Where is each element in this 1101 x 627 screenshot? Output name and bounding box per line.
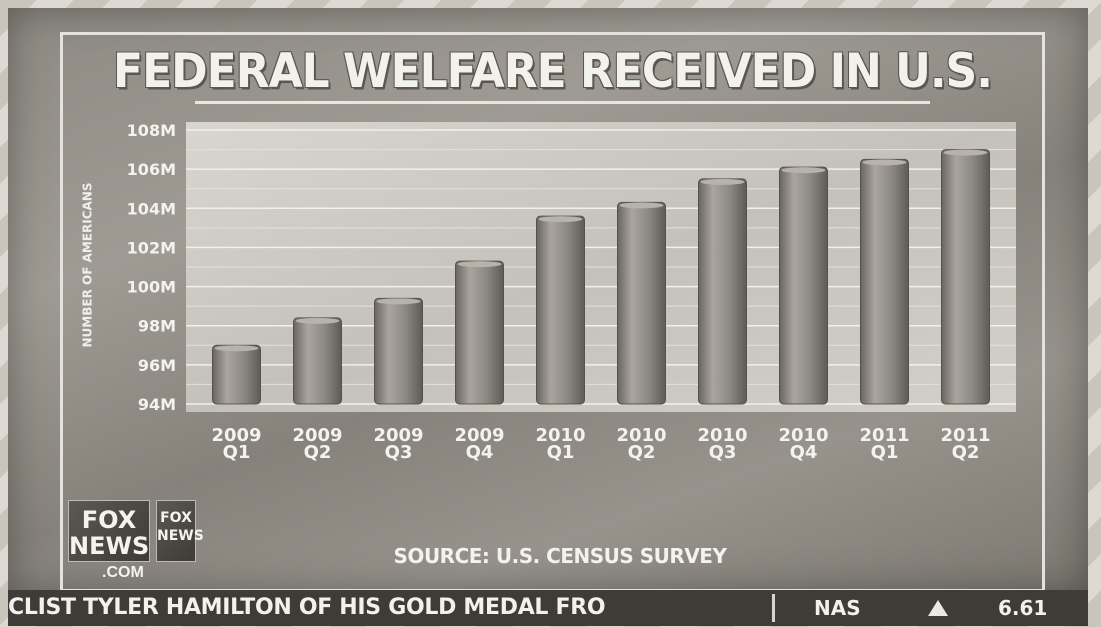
bar xyxy=(860,158,909,405)
bar-cap xyxy=(781,167,826,174)
y-tick-label: 104M xyxy=(127,199,176,218)
x-tick-year: 2010 xyxy=(616,425,666,446)
x-tick-year: 2009 xyxy=(454,425,504,446)
y-axis-ticks: 94M 96M 98M 100M 102M 104M 106M 108M xyxy=(127,121,176,414)
x-tick-year: 2009 xyxy=(292,425,342,446)
logo-line2: NEWS xyxy=(69,532,150,560)
bar xyxy=(293,317,342,405)
bar xyxy=(212,344,261,405)
y-tick-label: 108M xyxy=(127,121,176,140)
up-arrow-icon xyxy=(928,600,948,616)
y-tick-label: 106M xyxy=(127,160,176,179)
x-tick-quarter: Q4 xyxy=(790,442,818,463)
bar xyxy=(536,215,585,405)
x-tick-year: 2009 xyxy=(211,425,261,446)
bar-cap xyxy=(457,261,502,268)
y-tick-label: 98M xyxy=(138,317,176,336)
bar-cap xyxy=(943,149,988,156)
y-tick-label: 96M xyxy=(138,356,176,375)
bar xyxy=(779,166,828,405)
x-tick-year: 2010 xyxy=(535,425,585,446)
logo-dotcom: .COM xyxy=(102,564,144,581)
x-tick-quarter: Q1 xyxy=(223,442,251,463)
chart-title: FEDERAL WELFARE RECEIVED IN U.S. xyxy=(113,43,993,99)
ticker-divider xyxy=(772,594,775,622)
bar xyxy=(617,201,666,405)
y-tick-label: 102M xyxy=(127,238,176,257)
ticker-symbol: NAS xyxy=(814,596,861,620)
bar-cap xyxy=(862,159,907,166)
x-tick-quarter: Q2 xyxy=(952,442,980,463)
ticker-headline: CLIST TYLER HAMILTON OF HIS GOLD MEDAL F… xyxy=(8,595,606,620)
ticker-value: 6.61 xyxy=(998,596,1048,620)
x-tick-quarter: Q1 xyxy=(547,442,575,463)
bar xyxy=(374,297,423,405)
x-tick-year: 2011 xyxy=(940,425,990,446)
y-tick-label: 100M xyxy=(127,278,176,297)
x-tick-year: 2010 xyxy=(697,425,747,446)
bar xyxy=(455,260,504,405)
logo-mini2: NEWS xyxy=(157,528,204,544)
news-ticker: CLIST TYLER HAMILTON OF HIS GOLD MEDAL F… xyxy=(8,590,1088,626)
x-tick-quarter: Q2 xyxy=(304,442,332,463)
x-tick-quarter: Q3 xyxy=(385,442,413,463)
bar xyxy=(941,149,990,405)
logo-mini-box: FOX NEWS xyxy=(156,500,204,562)
logo-mini1: FOX xyxy=(160,510,192,526)
x-tick-year: 2009 xyxy=(373,425,423,446)
bar-cap xyxy=(295,317,340,324)
bar-cap xyxy=(376,298,421,305)
x-tick-quarter: Q1 xyxy=(871,442,899,463)
x-tick-quarter: Q2 xyxy=(628,442,656,463)
bars xyxy=(212,149,990,405)
bar-cap xyxy=(214,345,259,352)
logo-box: FOX NEWS xyxy=(68,500,150,562)
x-tick-year: 2010 xyxy=(778,425,828,446)
bar-cap xyxy=(700,178,745,185)
y-tick-label: 94M xyxy=(138,395,176,414)
title-underline xyxy=(195,101,930,104)
logo-line1: FOX xyxy=(81,506,137,534)
x-tick-year: 2011 xyxy=(859,425,909,446)
x-tick-quarter: Q4 xyxy=(466,442,494,463)
bar-cap xyxy=(538,216,583,223)
x-axis-ticks: 2009Q12009Q22009Q32009Q42010Q12010Q22010… xyxy=(211,425,990,463)
y-axis-label-text: NUMBER OF AMERICANS xyxy=(80,182,95,348)
fox-news-logo: FOX NEWS FOX NEWS .COM xyxy=(62,494,204,584)
bar-cap xyxy=(619,202,664,209)
y-axis-label: NUMBER OF AMERICANS xyxy=(72,125,102,405)
x-tick-quarter: Q3 xyxy=(709,442,737,463)
source-note: SOURCE: U.S. CENSUS SURVEY xyxy=(393,544,727,568)
bar xyxy=(698,178,747,405)
